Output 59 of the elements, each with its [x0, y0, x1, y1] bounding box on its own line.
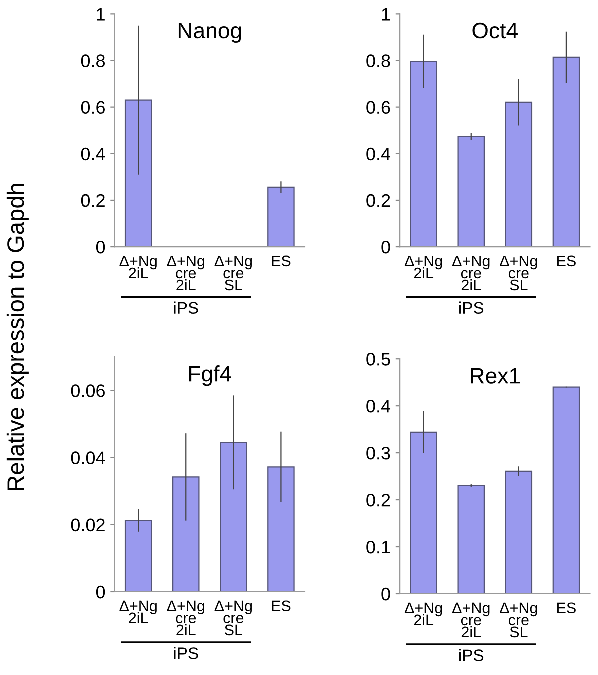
y-tick-label: 0.6 [366, 101, 390, 114]
y-tick-label: 0.02 [71, 518, 105, 532]
text: iPS [174, 647, 198, 660]
x-tick-label: Δ+Ng cre 2iL [167, 256, 204, 291]
bar [268, 466, 295, 592]
bar [410, 432, 438, 594]
y-tick-label: 0 [382, 588, 390, 601]
y-tick-label: 0.2 [81, 194, 105, 208]
y-tick-label: 0.04 [71, 452, 106, 464]
x-tick-label: ES [272, 256, 291, 267]
y-tick-label: 1 [97, 8, 105, 21]
y-axis-title: Relative expression to Gapdh [6, 184, 29, 490]
x-tick-label: Δ+Ng 2iL [404, 256, 442, 278]
y-tick-label: 0.6 [81, 101, 105, 114]
bar [552, 386, 580, 594]
x-tick-label: Δ+Ng cre SL [214, 256, 252, 291]
bar [458, 485, 485, 594]
y-tick-label: 0.5 [366, 353, 390, 366]
chart-title: Fgf4 [189, 366, 232, 386]
y-tick-label: 1 [382, 8, 390, 21]
chart-title: Oct4 [472, 22, 518, 39]
bar [172, 476, 200, 592]
chart-title: Rex1 [471, 368, 520, 384]
x-tick-label: Δ+Ng cre SL [500, 602, 538, 638]
chart-title: Nanog [178, 23, 242, 44]
x-tick-label: Δ+Ng 2iL [404, 602, 442, 626]
y-tick-label: 0.2 [366, 494, 390, 507]
x-tick-label: Δ+Ng 2iL [120, 600, 157, 624]
text: iPS [460, 302, 484, 314]
y-tick-label: 0.2 [366, 194, 390, 208]
y-tick-label: 0.8 [366, 54, 390, 68]
x-tick-label: ES [272, 600, 291, 612]
y-tick-label: 0.06 [71, 384, 105, 398]
bar [124, 520, 152, 592]
text: iPS [174, 302, 198, 314]
bar [458, 136, 485, 248]
y-tick-label: 0 [96, 586, 106, 599]
y-tick-label: 0.1 [366, 540, 390, 554]
bar [505, 470, 533, 594]
x-tick-label: Δ+Ng cre 2iL [452, 602, 490, 638]
y-tick-label: 0 [96, 240, 106, 254]
bar [505, 102, 533, 248]
bar [220, 442, 248, 592]
x-tick-label: Δ+Ng cre SL [214, 600, 252, 636]
bar [410, 61, 438, 248]
x-tick-label: Δ+Ng cre 2iL [167, 600, 204, 636]
x-tick-label: ES [558, 256, 576, 267]
y-tick-label: 0.4 [81, 148, 106, 161]
x-tick-label: Δ+Ng 2iL [120, 256, 157, 278]
y-tick-label: 0 [382, 240, 390, 254]
x-tick-label: ES [558, 602, 576, 614]
x-tick-label: Δ+Ng cre 2iL [452, 256, 490, 291]
y-tick-label: 0.4 [366, 148, 391, 161]
bar [552, 56, 580, 248]
y-tick-label: 0.3 [366, 446, 390, 460]
x-tick-label: Δ+Ng cre SL [500, 256, 538, 291]
y-tick-label: 0.8 [81, 54, 106, 68]
y-tick-label: 0.4 [366, 400, 391, 413]
text: iPS [460, 649, 484, 662]
